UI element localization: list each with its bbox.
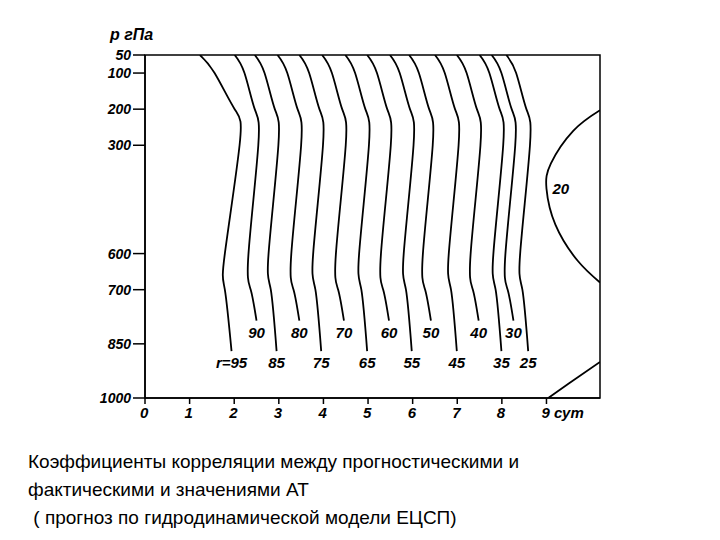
svg-text:r=95: r=95 bbox=[216, 354, 248, 371]
svg-text:30: 30 bbox=[505, 324, 522, 341]
svg-text:4: 4 bbox=[317, 404, 327, 421]
svg-text:75: 75 bbox=[313, 354, 330, 371]
svg-text:100: 100 bbox=[108, 65, 132, 81]
svg-text:90: 90 bbox=[248, 324, 265, 341]
svg-text:65: 65 bbox=[359, 354, 376, 371]
svg-text:1: 1 bbox=[185, 404, 193, 421]
svg-text:40: 40 bbox=[469, 324, 487, 341]
svg-text:45: 45 bbox=[447, 354, 465, 371]
svg-text:7: 7 bbox=[452, 404, 461, 421]
svg-text:85: 85 bbox=[268, 354, 285, 371]
svg-text:3: 3 bbox=[274, 404, 283, 421]
html-text:фактическими и значениями АТ: фактическими и значениями АТ bbox=[28, 479, 309, 500]
svg-text:600: 600 bbox=[108, 246, 132, 262]
svg-text:5: 5 bbox=[363, 404, 372, 421]
svg-text:0: 0 bbox=[140, 404, 149, 421]
svg-text:55: 55 bbox=[403, 354, 420, 371]
svg-text:80: 80 bbox=[291, 324, 308, 341]
svg-text:8: 8 bbox=[497, 404, 506, 421]
html-text:Коэффициенты корреляции между: Коэффициенты корреляции между прогностич… bbox=[28, 451, 519, 472]
svg-text:850: 850 bbox=[108, 336, 132, 352]
svg-text:25: 25 bbox=[519, 354, 537, 371]
svg-text:50: 50 bbox=[115, 47, 131, 63]
svg-text:1000: 1000 bbox=[100, 390, 131, 406]
svg-text:9 сут: 9 сут bbox=[541, 404, 583, 421]
svg-text:20: 20 bbox=[551, 180, 569, 197]
svg-text:60: 60 bbox=[381, 324, 398, 341]
svg-text:2: 2 bbox=[228, 404, 238, 421]
svg-text:6: 6 bbox=[408, 404, 417, 421]
html-text:( прогноз по гидродинамической: ( прогноз по гидродинамической модели ЕЦ… bbox=[28, 507, 457, 528]
svg-text:35: 35 bbox=[493, 354, 510, 371]
html-text:p гПа: p гПа bbox=[110, 26, 154, 43]
svg-text:50: 50 bbox=[423, 324, 440, 341]
svg-text:70: 70 bbox=[336, 324, 353, 341]
svg-text:700: 700 bbox=[108, 282, 132, 298]
svg-text:300: 300 bbox=[108, 137, 132, 153]
svg-text:200: 200 bbox=[107, 101, 132, 117]
